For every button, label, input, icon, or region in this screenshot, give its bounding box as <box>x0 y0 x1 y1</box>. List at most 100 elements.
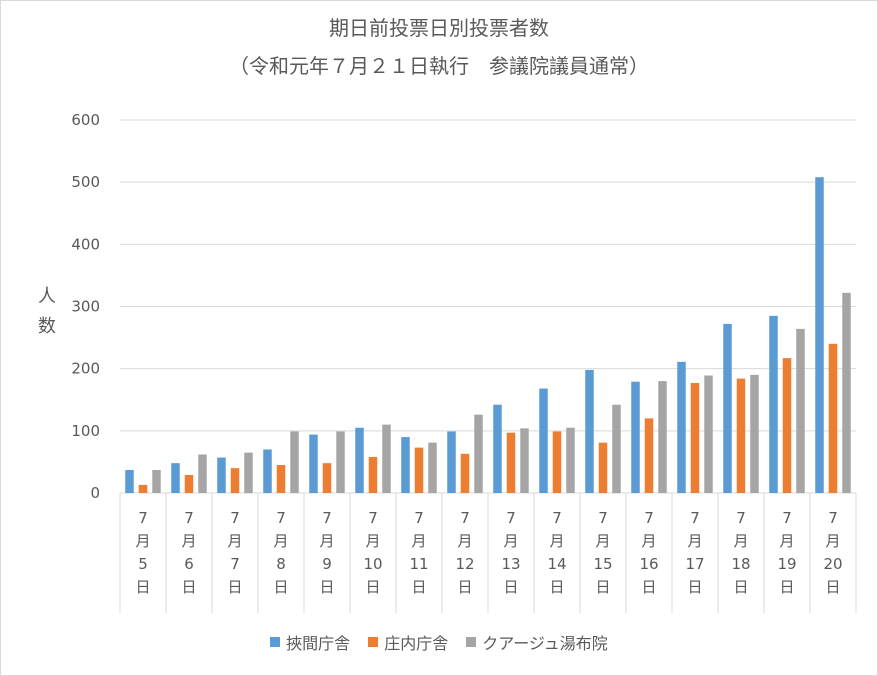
bar-3 <box>612 404 621 493</box>
bar-3 <box>520 428 529 493</box>
bar-1 <box>677 361 686 493</box>
bar-2 <box>828 343 838 493</box>
bar-3 <box>566 427 575 493</box>
x-tick-label: 月 <box>273 532 288 550</box>
bar-1 <box>723 323 732 493</box>
y-tick-label: 500 <box>71 173 100 191</box>
bar-2 <box>782 358 792 493</box>
bar-2 <box>138 484 148 493</box>
legend-label: 挾間庁舎 <box>286 634 351 653</box>
x-tick-label: 15 <box>593 555 612 573</box>
x-tick-label: 7 <box>368 509 378 527</box>
x-tick-label: 日 <box>595 578 610 596</box>
bar-1 <box>447 431 456 493</box>
x-tick-label: 月 <box>825 532 840 550</box>
legend-item: 庄内庁舎 <box>368 630 448 654</box>
x-tick-label: 月 <box>227 532 242 550</box>
x-tick-label: 5 <box>138 555 148 573</box>
x-tick-label: 日 <box>457 578 472 596</box>
bar-1 <box>355 427 364 493</box>
x-tick-label: 日 <box>687 578 702 596</box>
x-tick-label: 7 <box>782 509 792 527</box>
x-tick-label: 日 <box>733 578 748 596</box>
bar-3 <box>382 424 391 493</box>
bar-3 <box>750 374 759 493</box>
x-tick-label: 月 <box>411 532 426 550</box>
bar-3 <box>336 431 345 493</box>
bar-3 <box>198 454 207 493</box>
bar-2 <box>230 468 240 493</box>
legend-item: クアージュ湯布院 <box>466 630 608 654</box>
x-tick-label: 月 <box>595 532 610 550</box>
bar-1 <box>401 437 410 493</box>
x-tick-label: 月 <box>733 532 748 550</box>
y-axis-label: 人数 <box>38 286 56 337</box>
y-tick-label: 400 <box>71 235 100 253</box>
legend-swatch <box>270 637 281 647</box>
x-tick-label: 7 <box>414 509 424 527</box>
x-tick-label: 6 <box>184 555 194 573</box>
x-tick-label: 日 <box>503 578 518 596</box>
bar-2 <box>736 378 746 493</box>
x-tick-label: 7 <box>138 509 148 527</box>
x-tick-label: 11 <box>409 555 428 573</box>
bar-3 <box>842 292 851 493</box>
bar-2 <box>644 418 654 493</box>
bar-2 <box>322 463 332 493</box>
x-tick-label: 7 <box>644 509 654 527</box>
bar-2 <box>460 453 470 493</box>
bar-1 <box>815 177 824 493</box>
y-tick-label: 300 <box>71 298 100 316</box>
x-tick-label: 月 <box>365 532 380 550</box>
bar-1 <box>171 463 180 493</box>
x-tick-label: 日 <box>641 578 656 596</box>
x-tick-label: 日 <box>227 578 242 596</box>
legend-swatch <box>368 637 379 647</box>
x-tick-label: 日 <box>181 578 196 596</box>
x-tick-label: 月 <box>641 532 656 550</box>
bar-3 <box>152 469 161 493</box>
bar-3 <box>658 381 667 493</box>
x-tick-label: 19 <box>777 555 796 573</box>
x-tick-label: 月 <box>687 532 702 550</box>
bar-2 <box>598 442 608 493</box>
x-tick-label: 月 <box>457 532 472 550</box>
legend-item: 挾間庁舎 <box>270 630 350 654</box>
bar-2 <box>276 465 286 493</box>
bar-3 <box>244 452 253 493</box>
x-tick-label: 7 <box>276 509 286 527</box>
x-tick-label: 7 <box>552 509 562 527</box>
x-tick-label: 10 <box>363 555 382 573</box>
x-tick-label: 7 <box>230 555 240 573</box>
bar-1 <box>585 369 594 493</box>
bar-2 <box>690 382 700 493</box>
legend-swatch <box>466 637 477 647</box>
x-tick-label: 日 <box>365 578 380 596</box>
x-tick-label: 日 <box>273 578 288 596</box>
bar-1 <box>217 457 226 493</box>
x-tick-label: 7 <box>460 509 470 527</box>
bar-3 <box>290 431 299 493</box>
bar-1 <box>769 315 778 493</box>
x-tick-label: 7 <box>690 509 700 527</box>
y-tick-label: 100 <box>71 422 100 440</box>
x-tick-label: 日 <box>411 578 426 596</box>
x-tick-label: 7 <box>230 509 240 527</box>
bar-3 <box>796 328 805 493</box>
x-tick-label: 月 <box>779 532 794 550</box>
x-tick-label: 7 <box>828 509 838 527</box>
x-tick-label: 月 <box>549 532 564 550</box>
x-tick-label: 日 <box>549 578 564 596</box>
x-tick-label: 8 <box>276 555 286 573</box>
x-tick-label: 7 <box>184 509 194 527</box>
chart-subtitle: （令和元年７月２１日執行 参議院議員通常） <box>229 54 649 78</box>
x-tick-label: 13 <box>501 555 520 573</box>
y-tick-label: 0 <box>90 484 100 502</box>
bar-1 <box>539 388 548 493</box>
bar-3 <box>428 442 437 493</box>
x-tick-label: 7 <box>506 509 516 527</box>
bar-2 <box>184 474 194 493</box>
x-tick-label: 7 <box>322 509 332 527</box>
bar-2 <box>506 432 516 493</box>
